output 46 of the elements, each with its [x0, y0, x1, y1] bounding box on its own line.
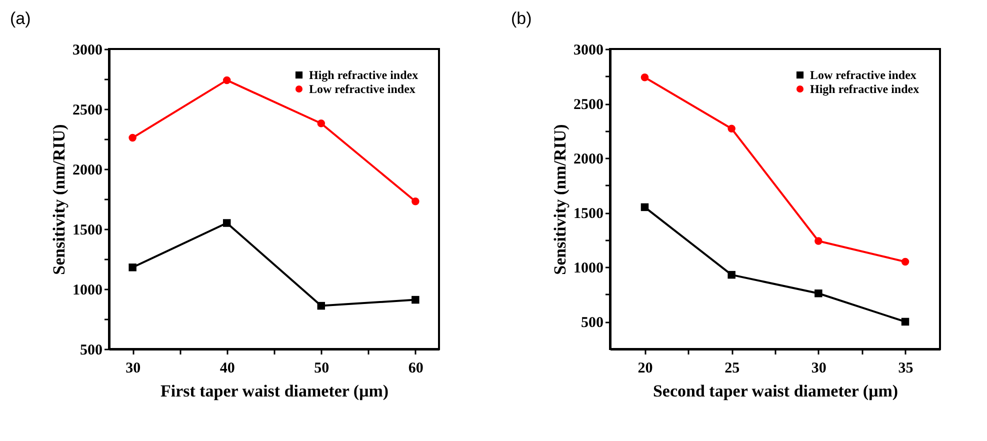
point [640, 74, 649, 82]
y-tick-label: 1000 [72, 282, 102, 298]
chart-title: (a) [10, 9, 31, 28]
y-tick-label: 500 [80, 342, 102, 358]
x-axis-title: Second taper waist diameter (μm) [652, 382, 898, 400]
x-tick-label: 35 [898, 360, 914, 376]
point [728, 270, 736, 279]
point [128, 134, 136, 142]
y-tick-label: 500 [581, 315, 604, 332]
x-tick-label: 50 [314, 360, 330, 376]
chart-title: (b) [511, 9, 532, 28]
legend-label: High refractive index [309, 68, 418, 82]
y-tick-label: 1000 [574, 260, 604, 277]
y-tick-label: 3000 [574, 42, 604, 58]
y-tick-label: 3000 [72, 42, 102, 58]
x-tick-label: 20 [638, 360, 653, 376]
y-tick-label: 2500 [574, 97, 604, 114]
legend-label: High refractive index [810, 82, 920, 96]
point [901, 318, 910, 326]
point [222, 219, 231, 227]
x-tick-label: 25 [724, 360, 740, 376]
point [901, 258, 910, 266]
y-axis-title: Sensitivity (nm/RIU) [50, 124, 68, 275]
point [412, 198, 420, 206]
x-axis-title: First taper waist diameter (μm) [160, 382, 389, 400]
x-tick-label: 30 [811, 360, 826, 376]
point [728, 124, 736, 132]
y-axis-title: Sensitivity (nm/RIU) [550, 124, 570, 275]
y-tick-label: 2000 [72, 162, 102, 178]
x-tick-label: 30 [126, 360, 141, 376]
legend-label: Low refractive index [309, 82, 416, 96]
x-tick-label: 40 [220, 360, 235, 376]
legend-label: Low refractive index [810, 68, 916, 82]
y-tick-label: 1500 [72, 222, 102, 238]
point [317, 302, 326, 310]
x-tick-label: 60 [408, 360, 424, 376]
point [412, 296, 420, 304]
point [814, 237, 822, 245]
y-tick-label: 1500 [574, 206, 604, 222]
y-tick-label: 2500 [72, 102, 102, 118]
point [640, 203, 649, 212]
point [222, 76, 231, 84]
y-tick-label: 2000 [574, 152, 604, 168]
point [128, 264, 136, 272]
point [814, 289, 822, 298]
point [317, 120, 326, 128]
